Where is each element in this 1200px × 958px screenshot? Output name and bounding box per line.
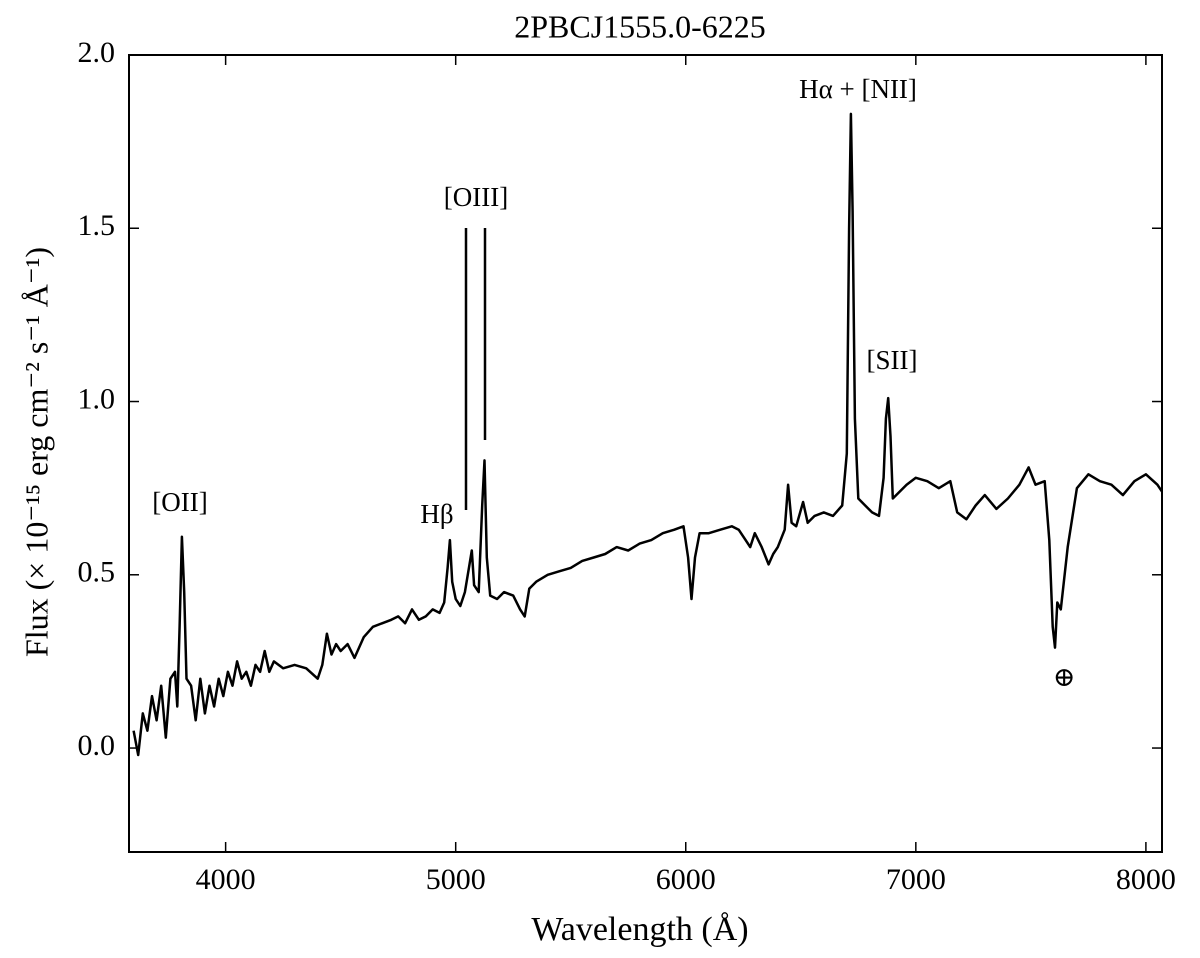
- annotation: Hβ: [420, 499, 453, 529]
- y-tick-label: 0.0: [78, 729, 116, 762]
- x-tick-label: 7000: [886, 863, 946, 896]
- x-tick-label: 8000: [1116, 863, 1176, 896]
- x-axis-label: Wavelength (Å): [531, 911, 748, 948]
- annotation: [OIII]: [444, 182, 508, 212]
- annotation: [OII]: [152, 487, 207, 517]
- y-tick-label: 2.0: [78, 36, 116, 69]
- x-tick-label: 6000: [656, 863, 716, 896]
- y-tick-label: 0.5: [78, 556, 116, 589]
- plot-frame: [128, 54, 1163, 853]
- y-tick-label: 1.0: [78, 382, 116, 415]
- x-tick-label: 4000: [196, 863, 256, 896]
- annotation: [SII]: [867, 345, 918, 375]
- y-tick-label: 1.5: [78, 209, 116, 242]
- x-tick-label: 5000: [426, 863, 486, 896]
- spectrum-line: [132, 112, 1162, 757]
- y-axis-label: Flux (× 10⁻¹⁵ erg cm⁻² s⁻¹ Å⁻¹): [18, 247, 54, 657]
- annotation: Hα + [NII]: [799, 74, 917, 104]
- chart-title: 2PBCJ1555.0-6225: [514, 8, 766, 44]
- annotation: ⊕: [1053, 662, 1076, 692]
